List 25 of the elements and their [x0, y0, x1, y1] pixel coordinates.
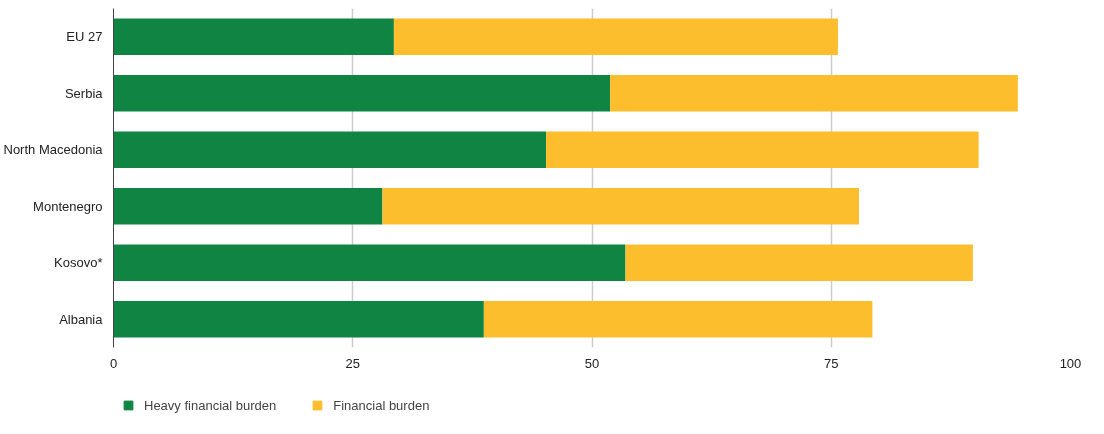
x-tick-label: 0 — [109, 355, 118, 371]
bar — [483, 300, 873, 338]
y-tick-label: Serbia — [64, 85, 104, 101]
y-tick-label: EU 27 — [66, 29, 103, 45]
y-tick-label: Montenegro — [33, 198, 103, 214]
x-tick-label: 100 — [1059, 355, 1082, 371]
x-tick-label: 25 — [345, 355, 360, 371]
y-tick-label: North Macedonia — [3, 142, 104, 158]
y-tick-label: Albania — [59, 311, 104, 327]
bar — [113, 300, 484, 338]
bar — [113, 244, 626, 282]
bar — [610, 74, 1018, 112]
y-tick-label: Kosovo* — [54, 255, 103, 271]
bar — [113, 18, 394, 56]
x-tick-label: 75 — [824, 355, 839, 371]
legend-label: Heavy financial burden — [144, 397, 277, 413]
bar — [113, 74, 611, 112]
bar — [382, 187, 859, 225]
legend-label: Financial burden — [333, 397, 430, 413]
bar — [393, 18, 838, 56]
bar — [113, 131, 547, 169]
bar — [625, 244, 973, 282]
bar — [546, 131, 979, 169]
bar — [113, 187, 383, 225]
x-tick-label: 50 — [584, 355, 600, 371]
